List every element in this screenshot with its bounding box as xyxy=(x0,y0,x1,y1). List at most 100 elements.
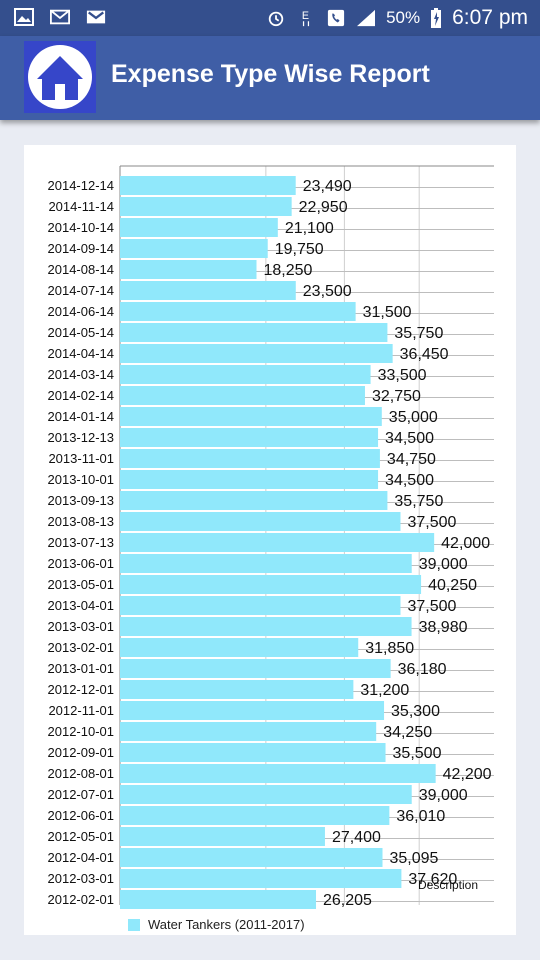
value-label: 34,500 xyxy=(385,472,434,489)
bar xyxy=(120,890,317,909)
gallery-icon xyxy=(14,8,34,26)
category-label: 2012-04-01 xyxy=(48,850,115,865)
category-label: 2014-07-14 xyxy=(48,283,115,298)
category-label: 2012-07-01 xyxy=(48,787,115,802)
bar xyxy=(120,638,359,657)
value-label: 35,750 xyxy=(394,493,443,510)
bar xyxy=(120,785,412,804)
category-label: 2014-12-14 xyxy=(48,178,115,193)
bar xyxy=(120,869,402,888)
home-icon xyxy=(28,45,92,109)
value-label: 36,010 xyxy=(396,808,445,825)
bar xyxy=(120,176,296,195)
bar xyxy=(120,617,412,636)
bar xyxy=(120,743,386,762)
category-label: 2013-09-13 xyxy=(48,493,115,508)
category-label: 2013-05-01 xyxy=(48,577,115,592)
category-label: 2012-05-01 xyxy=(48,829,115,844)
value-label: 18,250 xyxy=(264,262,313,279)
value-label: 21,100 xyxy=(285,220,334,237)
bar xyxy=(120,323,388,342)
value-label: 35,500 xyxy=(393,745,442,762)
bar xyxy=(120,554,412,573)
legend-swatch xyxy=(128,918,140,931)
category-label: 2012-08-01 xyxy=(48,766,115,781)
value-label: 39,000 xyxy=(419,787,468,804)
category-label: 2014-02-14 xyxy=(48,388,115,403)
chart-legend: Water Tankers (2011-2017) xyxy=(128,917,305,932)
bar xyxy=(120,449,380,468)
bar xyxy=(120,764,436,783)
value-label: 26,205 xyxy=(323,892,372,909)
status-right: E 50% 6:07 pm xyxy=(266,6,528,30)
email-icon xyxy=(50,9,70,25)
bar xyxy=(120,239,268,258)
value-label: 23,490 xyxy=(303,178,352,195)
category-label: 2012-11-01 xyxy=(48,703,114,718)
bar xyxy=(120,470,379,489)
bar xyxy=(120,407,382,426)
value-label: 37,620 xyxy=(408,871,457,888)
value-label: 22,950 xyxy=(299,199,348,216)
value-label: 36,180 xyxy=(398,661,447,678)
clock: 6:07 pm xyxy=(452,6,528,29)
category-label: 2012-06-01 xyxy=(48,808,115,823)
bar xyxy=(120,386,365,405)
category-label: 2012-10-01 xyxy=(48,724,115,739)
value-label: 34,750 xyxy=(387,451,436,468)
value-label: 35,750 xyxy=(394,325,443,342)
alarm-icon xyxy=(268,11,284,27)
bar xyxy=(120,197,292,216)
data-e-icon: E xyxy=(302,10,310,27)
category-label: 2014-11-14 xyxy=(48,199,114,214)
value-label: 39,000 xyxy=(419,556,468,573)
value-label: 38,980 xyxy=(419,619,468,636)
bar xyxy=(120,680,354,699)
category-label: 2013-02-01 xyxy=(48,640,115,655)
bar xyxy=(120,512,401,531)
bar xyxy=(120,365,371,384)
category-label: 2012-02-01 xyxy=(48,892,115,907)
status-bar: E 50% 6:07 pm xyxy=(0,0,540,36)
value-label: 35,300 xyxy=(391,703,440,720)
category-label: 2014-08-14 xyxy=(48,262,115,277)
category-label: 2013-07-13 xyxy=(48,535,115,550)
value-label: 31,200 xyxy=(360,682,409,699)
value-label: 42,000 xyxy=(441,535,490,552)
category-label: 2013-06-01 xyxy=(48,556,115,571)
bar xyxy=(120,659,391,678)
category-label: 2013-03-01 xyxy=(48,619,115,634)
bar xyxy=(120,806,390,825)
value-label: 37,500 xyxy=(408,514,457,531)
gmail-icon xyxy=(86,10,106,24)
notification-icons xyxy=(14,8,106,26)
value-label: 33,500 xyxy=(378,367,427,384)
bar xyxy=(120,533,435,552)
category-label: 2014-05-14 xyxy=(48,325,115,340)
value-label: 32,750 xyxy=(372,388,421,405)
value-label: 37,500 xyxy=(408,598,457,615)
category-label: 2012-09-01 xyxy=(48,745,115,760)
category-label: 2013-04-01 xyxy=(48,598,115,613)
battery-percent: 50% xyxy=(386,8,421,27)
svg-text:E: E xyxy=(302,10,309,22)
bar xyxy=(120,596,401,615)
signal-icon xyxy=(357,9,376,27)
bar xyxy=(120,575,422,594)
expense-bar-chart: 2014-12-14 23,490 2014-11-14 22,950 2014-10-… xyxy=(48,165,494,909)
bar xyxy=(120,701,385,720)
home-button[interactable] xyxy=(24,41,96,113)
category-label: 2013-08-13 xyxy=(48,514,115,529)
category-label: 2012-12-01 xyxy=(48,682,115,697)
battery-icon xyxy=(431,8,442,28)
bar xyxy=(120,302,356,321)
value-label: 36,450 xyxy=(400,346,449,363)
value-label: 27,400 xyxy=(332,829,381,846)
description-label: Description xyxy=(418,878,478,892)
bar xyxy=(120,491,388,510)
category-label: 2013-11-01 xyxy=(48,451,114,466)
value-label: 35,000 xyxy=(389,409,438,426)
call-icon xyxy=(327,9,345,27)
bar xyxy=(120,218,278,237)
category-label: 2014-06-14 xyxy=(48,304,115,319)
